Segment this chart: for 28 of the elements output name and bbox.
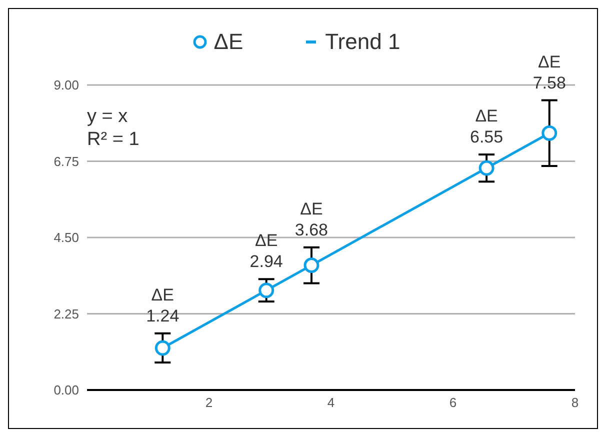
y-tick-label: 0.00 (54, 382, 79, 398)
point (304, 258, 320, 274)
data-label: 7.58 (532, 73, 566, 92)
legend-label: ΔE (214, 29, 244, 55)
text: ΔE (300, 199, 323, 218)
data-label: 3.68 (294, 220, 328, 240)
legend-label: Trend 1 (325, 29, 400, 55)
data-label: 2.94 (250, 252, 283, 272)
y-tick-label: 9.00 (54, 78, 79, 93)
data-label: 6.55 (470, 127, 504, 146)
x-tick-label: 6 (449, 395, 457, 410)
x-tick-label: 2 (205, 395, 213, 410)
point (478, 160, 494, 176)
x-tick-label: 8 (571, 395, 579, 410)
data-label: 1.24 (146, 306, 180, 326)
text: ΔE (254, 231, 278, 250)
x-tick-label: 4 (327, 395, 335, 410)
y-tick-label: 4.50 (54, 230, 79, 246)
text: ΔE (538, 52, 561, 72)
point (258, 282, 274, 298)
annotation: R² = 1 (87, 128, 140, 151)
text: ΔE (151, 285, 174, 304)
text: ΔE (475, 106, 498, 126)
point (154, 340, 170, 356)
y-tick-label: 6.75 (54, 154, 79, 169)
y-tick-label: 2.25 (54, 306, 79, 322)
annotation: y = x (87, 105, 129, 128)
point (542, 125, 558, 141)
